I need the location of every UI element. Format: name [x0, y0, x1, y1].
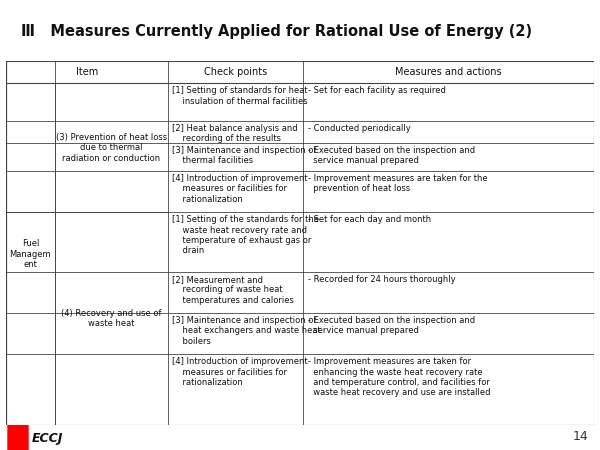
Text: - Executed based on the inspection and
  service manual prepared: - Executed based on the inspection and s…	[308, 146, 475, 166]
Bar	[6, 61, 594, 83]
Text: (3) Prevention of heat loss
due to thermal
radiation or conduction: (3) Prevention of heat loss due to therm…	[56, 133, 167, 163]
Text: Item: Item	[76, 67, 98, 77]
Text: - Improvement measures are taken for the
  prevention of heat loss: - Improvement measures are taken for the…	[308, 174, 487, 194]
Text: - Set for each day and month: - Set for each day and month	[308, 215, 431, 224]
Text: Measures and actions: Measures and actions	[395, 67, 502, 77]
Text: 14: 14	[572, 430, 588, 443]
Text: [4] Introduction of improvement
    measures or facilities for
    rationalizati: [4] Introduction of improvement measures…	[172, 174, 308, 204]
Circle shape	[8, 191, 28, 450]
Text: [3] Maintenance and inspection of
    thermal facilities: [3] Maintenance and inspection of therma…	[172, 146, 317, 166]
Text: Ⅲ   Measures Currently Applied for Rational Use of Energy (2): Ⅲ Measures Currently Applied for Rationa…	[21, 24, 532, 39]
Text: [3] Maintenance and inspection of
    heat exchangers and waste heat
    boilers: [3] Maintenance and inspection of heat e…	[172, 316, 321, 346]
Text: [4] Introduction of improvement
    measures or facilities for
    rationalizati: [4] Introduction of improvement measures…	[172, 357, 308, 387]
Text: - Improvement measures are taken for
  enhancing the waste heat recovery rate
  : - Improvement measures are taken for enh…	[308, 357, 490, 397]
Text: Fuel
Managem
ent: Fuel Managem ent	[10, 239, 51, 269]
Text: - Conducted periodically: - Conducted periodically	[308, 124, 410, 133]
Text: - Executed based on the inspection and
  service manual prepared: - Executed based on the inspection and s…	[308, 316, 475, 335]
Text: ECCJ: ECCJ	[32, 432, 64, 446]
Text: - Set for each facility as required: - Set for each facility as required	[308, 86, 446, 95]
Text: (4) Recovery and use of
waste heat: (4) Recovery and use of waste heat	[61, 309, 161, 328]
Text: [1] Setting of the standards for the
    waste heat recovery rate and
    temper: [1] Setting of the standards for the was…	[172, 215, 319, 256]
Text: - Recorded for 24 hours thoroughly: - Recorded for 24 hours thoroughly	[308, 275, 455, 284]
Text: [2] Heat balance analysis and
    recording of the results: [2] Heat balance analysis and recording …	[172, 124, 298, 143]
Text: [2] Measurement and
    recording of waste heat
    temperatures and calories: [2] Measurement and recording of waste h…	[172, 275, 294, 305]
Text: Check points: Check points	[203, 67, 267, 77]
Text: [1] Setting of standards for heat
    insulation of thermal facilities: [1] Setting of standards for heat insula…	[172, 86, 308, 106]
